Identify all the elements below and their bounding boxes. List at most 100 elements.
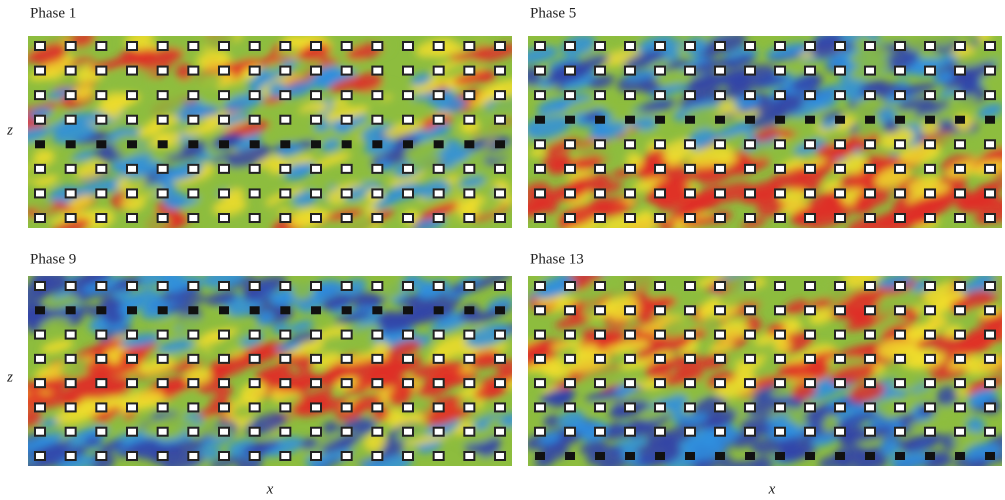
marker	[985, 42, 995, 50]
marker	[372, 282, 382, 290]
marker	[745, 91, 755, 99]
marker	[625, 67, 635, 75]
marker	[342, 282, 352, 290]
marker	[434, 42, 444, 50]
marker	[595, 282, 605, 290]
marker	[985, 428, 995, 436]
marker	[342, 403, 352, 411]
marker	[655, 91, 665, 99]
marker	[925, 140, 935, 148]
marker	[715, 282, 725, 290]
marker	[685, 282, 695, 290]
marker	[925, 428, 935, 436]
marker	[715, 67, 725, 75]
marker-filled	[805, 452, 815, 460]
marker	[565, 282, 575, 290]
marker	[685, 355, 695, 363]
marker	[535, 91, 545, 99]
marker	[219, 165, 229, 173]
marker	[127, 116, 137, 124]
marker	[685, 306, 695, 314]
marker	[188, 165, 198, 173]
marker-filled	[835, 452, 845, 460]
marker	[127, 214, 137, 222]
marker	[625, 214, 635, 222]
axis-label: x	[768, 481, 776, 497]
marker-filled	[925, 116, 935, 124]
marker	[535, 189, 545, 197]
marker-filled	[685, 452, 695, 460]
marker	[495, 67, 505, 75]
marker	[66, 67, 76, 75]
marker	[158, 116, 168, 124]
marker	[745, 282, 755, 290]
marker	[434, 214, 444, 222]
marker	[715, 214, 725, 222]
marker	[35, 165, 45, 173]
marker	[895, 403, 905, 411]
marker	[535, 379, 545, 387]
marker	[925, 67, 935, 75]
marker	[280, 331, 290, 339]
fields	[5, 22, 1005, 483]
marker	[595, 91, 605, 99]
marker	[188, 379, 198, 387]
marker	[655, 67, 665, 75]
marker	[745, 331, 755, 339]
marker	[434, 355, 444, 363]
marker	[158, 452, 168, 460]
marker	[372, 116, 382, 124]
marker	[464, 355, 474, 363]
marker	[865, 306, 875, 314]
marker	[188, 452, 198, 460]
marker	[985, 282, 995, 290]
marker	[715, 403, 725, 411]
marker	[535, 331, 545, 339]
marker	[985, 91, 995, 99]
marker	[219, 116, 229, 124]
marker	[35, 379, 45, 387]
marker	[625, 91, 635, 99]
marker	[35, 355, 45, 363]
panel-title: Phase 1	[30, 5, 76, 21]
marker	[535, 355, 545, 363]
marker	[715, 189, 725, 197]
marker	[250, 189, 260, 197]
marker	[535, 67, 545, 75]
marker-filled	[188, 140, 198, 148]
marker	[805, 379, 815, 387]
marker	[565, 355, 575, 363]
marker-filled	[342, 306, 352, 314]
marker-filled	[250, 140, 260, 148]
marker	[745, 165, 755, 173]
marker	[775, 42, 785, 50]
marker	[96, 42, 106, 50]
marker	[985, 214, 995, 222]
marker	[865, 379, 875, 387]
marker-filled	[280, 306, 290, 314]
marker	[595, 306, 605, 314]
marker	[495, 189, 505, 197]
marker	[595, 165, 605, 173]
marker-filled	[655, 116, 665, 124]
marker-filled	[127, 140, 137, 148]
field-panel	[5, 25, 534, 240]
marker	[403, 91, 413, 99]
marker	[925, 91, 935, 99]
marker-filled	[715, 116, 725, 124]
marker	[66, 91, 76, 99]
marker	[775, 379, 785, 387]
marker	[250, 379, 260, 387]
marker	[775, 306, 785, 314]
marker	[655, 331, 665, 339]
marker	[925, 214, 935, 222]
marker	[311, 42, 321, 50]
marker	[595, 67, 605, 75]
marker	[219, 42, 229, 50]
marker	[464, 452, 474, 460]
marker	[35, 91, 45, 99]
marker	[464, 67, 474, 75]
marker-filled	[219, 140, 229, 148]
marker	[895, 331, 905, 339]
marker	[35, 214, 45, 222]
